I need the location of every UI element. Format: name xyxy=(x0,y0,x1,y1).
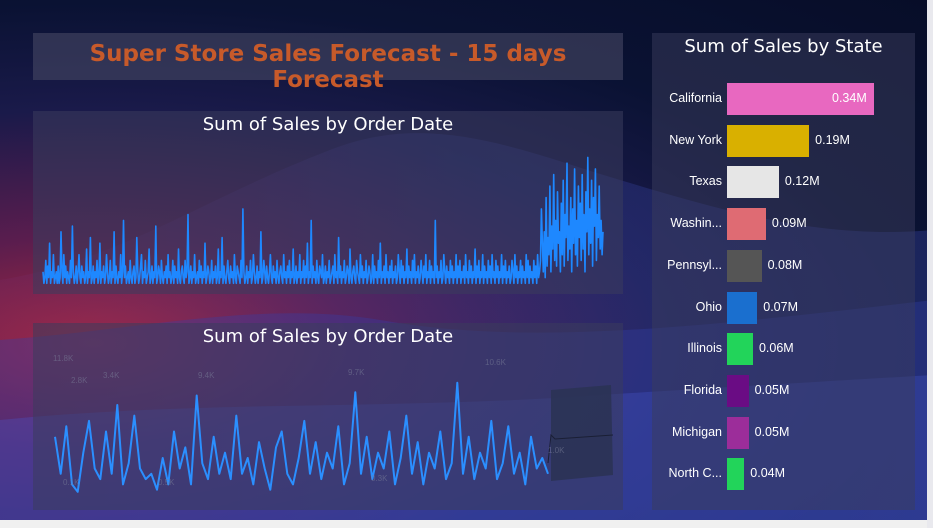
state-bar[interactable] xyxy=(727,124,810,157)
chart2-data-label: 0.3K xyxy=(371,474,388,483)
state-bar[interactable] xyxy=(727,249,762,282)
state-bar[interactable] xyxy=(727,458,745,491)
state-bar-value: 0.06M xyxy=(758,341,794,356)
state-label: Pennsyl... xyxy=(667,257,722,272)
state-label: Washin... xyxy=(670,216,722,231)
chart2-data-label: 2.8K xyxy=(71,376,88,385)
state-label: Ohio xyxy=(695,299,722,314)
state-chart-title: Sum of Sales by State xyxy=(684,36,883,57)
chart2-data-label: 0.5K xyxy=(158,478,175,487)
chart2-data-label: 0.1K xyxy=(63,478,80,487)
state-bar-value: 0.09M xyxy=(771,216,807,231)
state-label: Texas xyxy=(689,174,722,189)
state-bar[interactable] xyxy=(727,374,749,407)
chart2-data-label: 11.8K xyxy=(53,354,74,363)
forecast-region xyxy=(551,385,613,481)
dashboard-title: Super Store Sales Forecast - 15 days For… xyxy=(89,41,567,93)
state-bar[interactable] xyxy=(727,416,749,449)
state-bar-value: 0.19M xyxy=(815,132,850,147)
state-bar-value: 0.34M xyxy=(832,91,867,105)
chart2-data-label: 10.6K xyxy=(485,358,507,367)
state-bar[interactable] xyxy=(727,208,766,241)
state-bar[interactable] xyxy=(727,166,779,199)
right-edge xyxy=(927,0,933,528)
sales-by-state-chart[interactable]: Sum of Sales by State California 0.34M New… xyxy=(652,33,915,510)
state-bar-value: 0.07M xyxy=(763,299,798,314)
forecast-line xyxy=(547,433,614,464)
chart2-data-label: 1.0K xyxy=(548,446,565,455)
chart2-data-label: 3.4K xyxy=(103,371,120,380)
state-bar[interactable] xyxy=(727,83,874,115)
state-label: Florida xyxy=(683,382,722,397)
sales-by-order-date-chart[interactable]: Sum of Sales by Order Date xyxy=(33,111,623,294)
state-label: New York xyxy=(669,132,722,147)
state-bar-value: 0.08M xyxy=(767,257,803,272)
state-bar-value: 0.05M xyxy=(754,382,790,397)
chart2-plot[interactable]: 11.8K 2.8K 3.4K 0.1K 0.5K 9.4K 9.7K 0.3K 10.6K 1.… xyxy=(33,323,623,510)
chart1-plot[interactable] xyxy=(33,111,623,294)
chart2-series-line[interactable] xyxy=(54,381,549,493)
bottom-edge xyxy=(0,520,933,528)
state-bar-value: 0.05M xyxy=(754,424,790,439)
sales-forecast-chart[interactable]: Sum of Sales by Order Date 11.8K 2.8K 3.4K… xyxy=(33,323,623,510)
state-bar-value: 0.04M xyxy=(750,466,786,481)
state-label: Illinois xyxy=(687,341,722,356)
chart2-data-label: 9.4K xyxy=(198,371,215,380)
state-bar-value: 0.12M xyxy=(784,174,820,189)
chart1-series-line[interactable] xyxy=(42,156,604,285)
dashboard-title-panel: Super Store Sales Forecast - 15 days For… xyxy=(33,33,623,93)
chart2-data-label: 9.7K xyxy=(348,368,365,377)
chart2-title: Sum of Sales by Order Date xyxy=(202,326,454,347)
state-label: North C... xyxy=(668,466,723,481)
state-label: California xyxy=(669,91,722,105)
chart1-title: Sum of Sales by Order Date xyxy=(202,114,454,135)
state-bar[interactable] xyxy=(727,333,753,366)
state-label: Michigan xyxy=(671,424,722,439)
state-bar[interactable] xyxy=(727,291,758,324)
